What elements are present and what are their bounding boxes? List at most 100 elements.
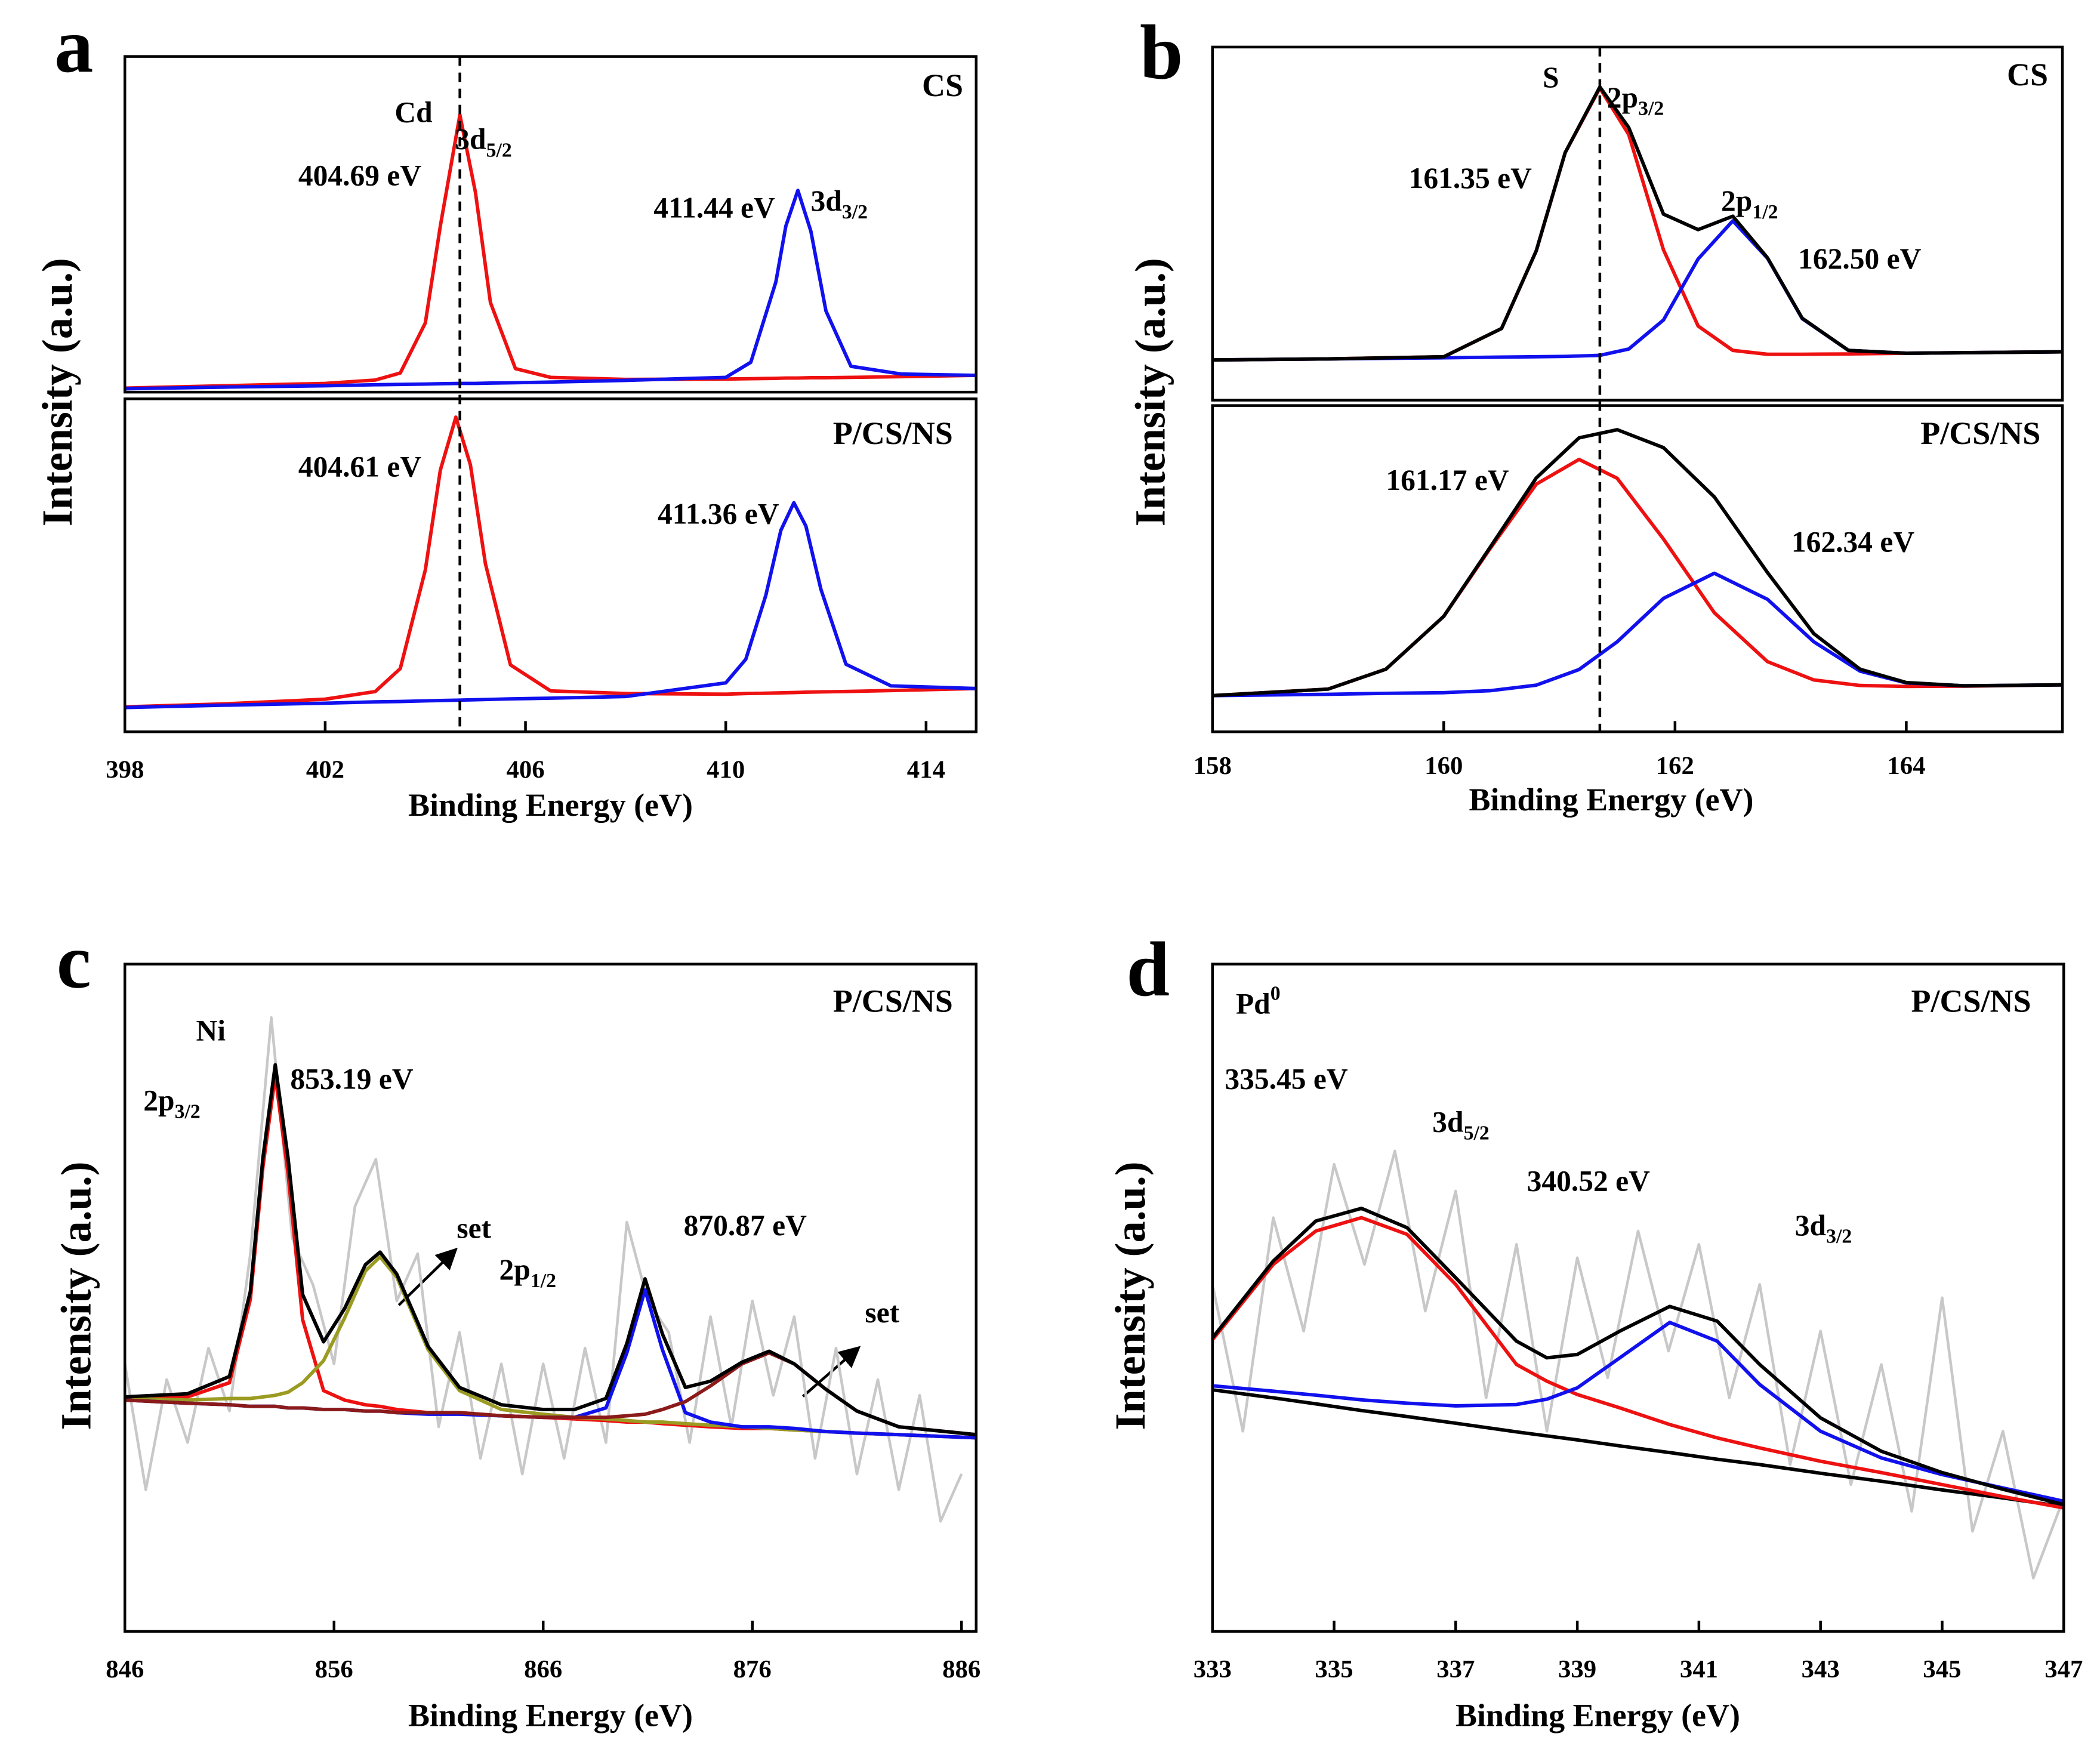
annotation-text: 340.52 eV [1527,1165,1650,1198]
x-tick-label: 337 [1436,1655,1475,1683]
x-axis-title: Binding Energy (eV) [1455,1698,1740,1734]
annotation: Ni [196,1014,226,1047]
fit-curve [1212,1216,2064,1510]
fit-curve [125,1063,976,1437]
annotation-text: 2p [143,1084,174,1117]
sample-label: CS [922,67,963,103]
sample-label: P/CS/NS [1911,983,2031,1019]
annotation: 3d5/2 [455,123,511,161]
annotation-text: set [865,1296,899,1329]
annotation: 411.36 eV [658,498,779,530]
annotation-text: 3d [1795,1209,1826,1242]
annotation-sub: 1/2 [531,1270,556,1292]
plot-frame [124,397,977,733]
arrow [802,1346,861,1398]
annotation-text: 870.87 eV [684,1209,807,1242]
panel-letter: c [57,919,91,1005]
fit-curve [1212,85,2062,362]
annotation-text: 404.69 eV [298,159,421,192]
x-tick-label: 402 [306,756,344,784]
annotation-sub: 3/2 [175,1100,201,1122]
annotation: 2p1/2 [499,1253,556,1291]
annotation-sub: 1/2 [1752,201,1778,223]
x-axis-title: Binding Energy (eV) [408,1698,693,1734]
annotation-text: 404.61 eV [298,451,421,483]
x-tick-label: 333 [1194,1655,1232,1683]
panel-letter: b [1140,10,1183,95]
annotation-text: 161.35 eV [1409,162,1532,195]
plot-frame [1211,404,2064,733]
x-tick-label: 335 [1315,1655,1353,1683]
annotation-text: set [457,1212,491,1245]
annotation-text: 2p [1721,184,1752,217]
annotation-text: 162.34 eV [1791,526,1914,559]
annotation: 161.17 eV [1386,464,1509,496]
y-axis-title: Intensity (a.u.) [53,1161,100,1430]
x-axis-title: Binding Energy (eV) [408,787,693,823]
fit-curve [1212,457,2062,698]
annotation-text: 853.19 eV [290,1063,413,1096]
sample-label: P/CS/NS [833,415,953,451]
annotation: set [865,1296,899,1329]
annotation-text: 335.45 eV [1225,1063,1347,1096]
annotation: 2p1/2 [1721,184,1778,223]
x-tick-label: 160 [1424,752,1463,780]
x-tick-label: 866 [524,1655,562,1683]
annotation: 2p3/2 [1607,81,1664,119]
annotation: 162.34 eV [1791,526,1914,559]
annotation-sub: 3/2 [1638,97,1664,119]
annotation-sup: 0 [1271,982,1281,1004]
annotation: 404.61 eV [298,451,421,483]
x-tick-label: 164 [1887,752,1925,780]
x-tick-label: 398 [106,756,144,784]
annotation-text: 411.44 eV [653,192,775,224]
annotation: 335.45 eV [1225,1063,1347,1096]
annotation: S [1543,61,1559,94]
x-tick-label: 846 [106,1655,144,1683]
annotation: 3d5/2 [1432,1106,1489,1144]
annotation-text: 2p [1607,81,1638,114]
fit-curve [125,415,976,709]
x-tick-label: 343 [1802,1655,1840,1683]
annotation: set [457,1212,491,1245]
fit-curve [125,189,976,391]
annotation-text: 161.17 eV [1386,464,1509,496]
annotation-sub: 5/2 [486,139,512,161]
annotation: 161.35 eV [1409,162,1532,195]
fit-curve [125,113,976,390]
annotation: 411.44 eV [653,192,775,224]
annotation-text: 2p [499,1253,531,1286]
fit-curve [125,501,976,710]
panel-letter: d [1126,927,1170,1013]
annotation-text: Ni [196,1014,226,1047]
annotation: 853.19 eV [290,1063,413,1096]
annotation: 870.87 eV [684,1209,807,1242]
plot-frame [124,55,977,394]
annotation: 340.52 eV [1527,1165,1650,1198]
fit-curve [1212,428,2062,698]
annotation: 2p3/2 [143,1084,200,1122]
fit-curve [1212,571,2062,698]
x-tick-label: 406 [506,756,544,784]
annotation-sub: 3/2 [842,201,868,223]
annotation-text: 162.50 eV [1798,242,1921,275]
x-tick-label: 414 [907,756,945,784]
x-tick-label: 339 [1558,1655,1596,1683]
x-tick-label: 345 [1923,1655,1961,1683]
x-tick-label: 162 [1656,752,1694,780]
annotation-text: 3d [1432,1106,1463,1139]
fit-curve [1212,1321,2064,1503]
x-tick-label: 886 [942,1655,980,1683]
x-axis-title: Binding Energy (eV) [1469,782,1753,818]
annotation-text: 3d [811,184,842,217]
annotation: 404.69 eV [298,159,421,192]
raw-spectrum [125,1016,963,1523]
annotation-sub: 3/2 [1826,1225,1852,1247]
annotation: Pd0 [1236,982,1281,1020]
annotation-text: Cd [394,96,432,129]
x-tick-label: 158 [1194,752,1232,780]
annotation-text: S [1543,61,1559,94]
plot-frame [124,963,977,1633]
